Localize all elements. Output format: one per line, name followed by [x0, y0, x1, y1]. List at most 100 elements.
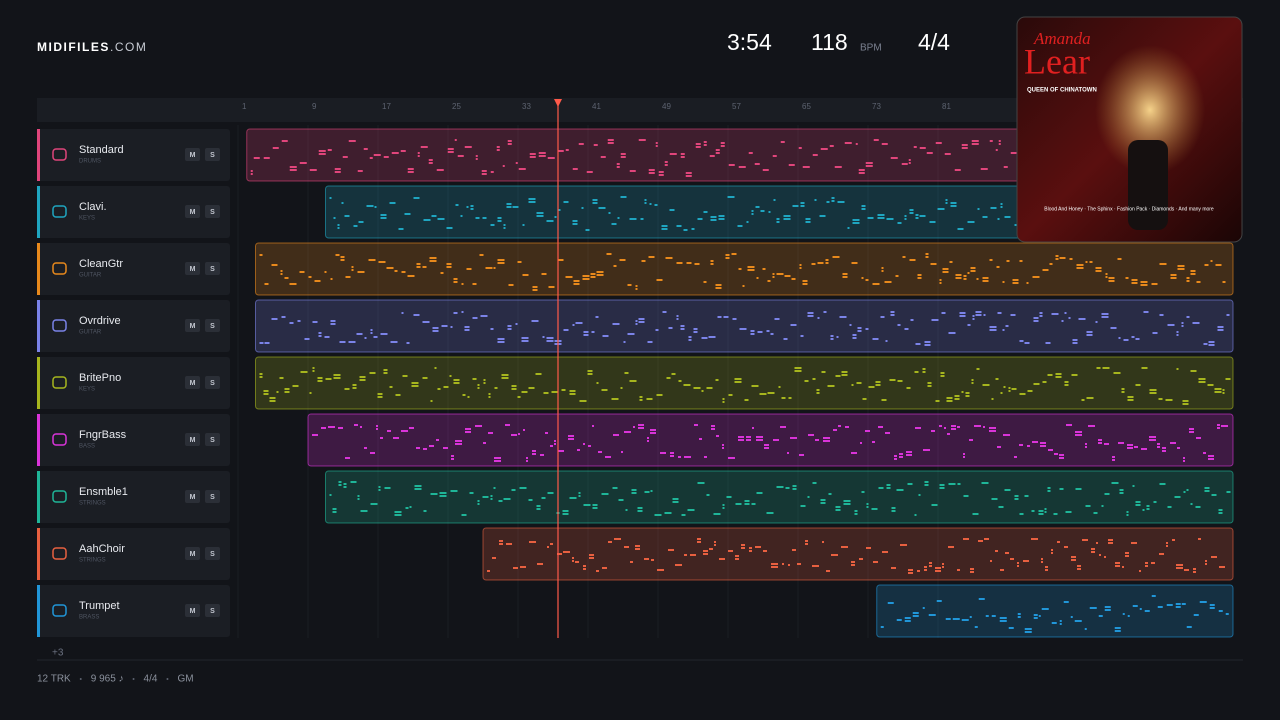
mute-button[interactable]: [185, 604, 200, 617]
note: [747, 269, 755, 271]
mute-button[interactable]: [185, 205, 200, 218]
note: [787, 452, 789, 454]
note: [835, 375, 841, 377]
solo-button[interactable]: [205, 490, 220, 503]
note: [465, 428, 471, 430]
solo-button[interactable]: [205, 376, 220, 389]
note: [498, 500, 503, 502]
note: [904, 328, 909, 330]
note: [709, 548, 713, 550]
note: [477, 384, 480, 386]
note: [972, 315, 975, 317]
note: [1012, 282, 1019, 284]
mute-button[interactable]: [185, 262, 200, 275]
note: [443, 386, 449, 388]
mute-button[interactable]: [185, 433, 200, 446]
track-header[interactable]: [37, 129, 230, 181]
note: [469, 492, 474, 494]
solo-button[interactable]: [205, 433, 220, 446]
mute-button[interactable]: [185, 490, 200, 503]
note: [449, 375, 452, 377]
track-color-stripe: [37, 243, 40, 295]
track-header[interactable]: [37, 528, 230, 580]
note: [587, 373, 593, 375]
note: [328, 426, 335, 428]
note: [490, 328, 494, 330]
mute-button[interactable]: [185, 319, 200, 332]
note: [919, 147, 926, 149]
note: [1222, 392, 1225, 394]
track-header[interactable]: [37, 414, 230, 466]
solo-button[interactable]: [205, 547, 220, 560]
note: [831, 200, 835, 202]
note: [472, 283, 477, 285]
note: [369, 372, 376, 374]
note: [1175, 603, 1181, 605]
note: [930, 263, 937, 265]
solo-button[interactable]: [205, 148, 220, 161]
note: [703, 553, 708, 555]
note: [878, 487, 884, 489]
note: [511, 489, 516, 491]
mute-button[interactable]: [185, 148, 200, 161]
note: [1184, 569, 1189, 571]
track-header[interactable]: [37, 243, 230, 295]
note: [613, 265, 617, 267]
note: [411, 382, 419, 384]
note: [831, 554, 838, 556]
solo-button[interactable]: [205, 604, 220, 617]
more-tracks[interactable]: +3: [52, 648, 64, 659]
note: [807, 312, 814, 314]
note: [1166, 545, 1168, 547]
note: [563, 551, 570, 553]
note: [1196, 281, 1201, 283]
note: [532, 286, 538, 288]
note: [1225, 613, 1229, 615]
track-header[interactable]: [37, 300, 230, 352]
note: [790, 437, 797, 439]
note: [1208, 458, 1214, 460]
midi-region[interactable]: [876, 584, 1234, 638]
midi-region[interactable]: [255, 356, 1234, 410]
note: [332, 508, 337, 510]
midi-region[interactable]: [307, 413, 1234, 467]
note: [1038, 513, 1044, 515]
note: [475, 155, 478, 157]
note: [429, 260, 437, 262]
midi-region[interactable]: [325, 470, 1234, 524]
note: [441, 325, 448, 327]
note: [1177, 447, 1180, 449]
note: [259, 342, 264, 344]
midi-region[interactable]: [482, 527, 1234, 581]
mute-button[interactable]: [185, 547, 200, 560]
note: [666, 377, 671, 379]
solo-button[interactable]: [205, 205, 220, 218]
mute-button[interactable]: [185, 376, 200, 389]
solo-button[interactable]: [205, 319, 220, 332]
note: [1027, 445, 1030, 447]
midi-region[interactable]: [255, 242, 1234, 296]
track-header[interactable]: [37, 186, 230, 238]
note: [583, 443, 585, 445]
playhead-handle[interactable]: [554, 99, 562, 107]
note: [572, 168, 578, 170]
note: [1055, 376, 1062, 378]
note: [374, 206, 377, 208]
track-header[interactable]: [37, 471, 230, 523]
note: [1151, 595, 1156, 597]
note: [477, 500, 480, 502]
solo-button[interactable]: [205, 262, 220, 275]
note: [401, 271, 406, 273]
note: [823, 311, 827, 313]
note: [931, 504, 938, 506]
midi-region[interactable]: [255, 299, 1234, 353]
note: [791, 278, 796, 280]
track-header[interactable]: [37, 357, 230, 409]
track-header[interactable]: [37, 585, 230, 637]
note: [464, 326, 470, 328]
note: [589, 557, 594, 559]
note: [922, 607, 925, 609]
note: [999, 620, 1007, 622]
note: [967, 324, 971, 326]
note: [750, 330, 755, 332]
